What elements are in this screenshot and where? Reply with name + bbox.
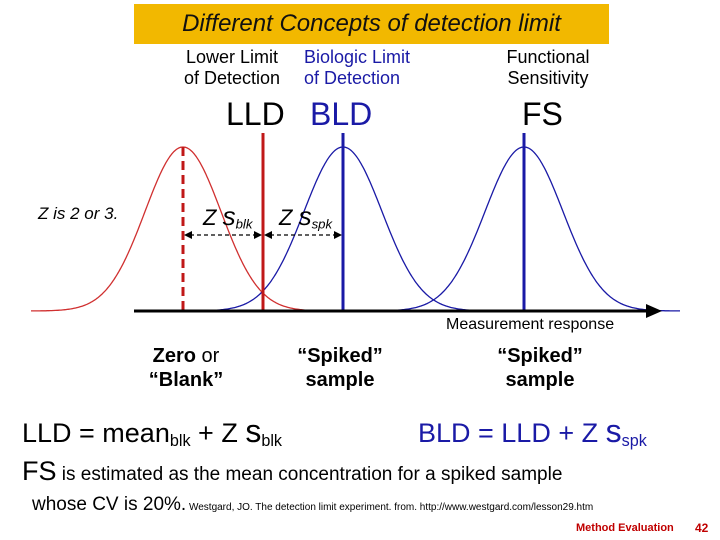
fs-header-line1: Functional [506,47,590,67]
bld-abbrev: BLD [310,96,373,132]
fs-cv-text: whose CV is 20%. [32,494,187,515]
fs-explanation-rest: is estimated as the mean concentration f… [56,464,563,485]
lld-header-line1: Lower Limit [185,47,279,67]
fs-explanation-fs: FS [22,456,57,486]
spiked-2-line2: sample [505,369,575,391]
fs-header-line2: Sensitivity [507,68,589,88]
zero-blank-label: Zero or “Blank” [136,344,236,392]
bld-formula-s-sub: spk [621,432,647,451]
z-sblk-z: Z [203,205,217,230]
lld-formula-a: LLD = mean [22,418,170,448]
bld-formula: BLD = LLD + Z sspk [418,413,647,451]
spiked-2-line1: “Spiked” [497,345,583,367]
bld-formula-a: BLD = LLD + Z [418,418,606,448]
fs-header: Functional Sensitivity [486,47,610,89]
z-sblk-arrowhead-left [184,231,192,239]
bld-header-line1: Biologic Limit [304,47,411,67]
footer-section: Method Evaluation [576,522,674,534]
z-sspk-s: s [298,201,312,231]
lld-formula: LLD = meanblk + Z sblk [22,413,282,451]
spiked-1-line1: “Spiked” [297,345,383,367]
or-word: or [196,345,220,367]
bld-formula-s: s [605,413,622,449]
z-sblk-label: Z sblk [203,201,252,232]
fs-explanation-line2: whose CV is 20%. Westgard, JO. The detec… [32,494,593,516]
zero-word: Zero [152,345,196,367]
page-number: 42 [695,521,709,535]
z-sblk-sub: blk [235,216,253,232]
lld-header-line2: of Detection [183,68,281,88]
bld-header-line2: of Detection [304,68,401,88]
fs-explanation: FS is estimated as the mean concentratio… [22,456,562,487]
lld-formula-s-sub: blk [261,432,283,451]
z-sspk-sub: spk [311,216,333,232]
blank-word: “Blank” [148,369,224,391]
z-note: Z is 2 or 3. [38,204,119,223]
spiked-sample-label-1: “Spiked” sample [284,344,396,392]
lld-formula-a-sub: blk [169,432,191,451]
spiked-1-line2: sample [305,369,375,391]
lld-formula-b: + Z [190,418,246,448]
spiked-sample-label-2: “Spiked” sample [484,344,596,392]
citation: Westgard, JO. The detection limit experi… [186,502,594,513]
z-sblk-s: s [222,201,236,231]
z-sspk-arrowhead-right [334,231,342,239]
lld-abbrev: LLD [226,96,285,132]
z-sspk-z: Z [279,205,293,230]
z-sspk-label: Z sspk [279,201,332,232]
axis-label: Measurement response [446,316,615,333]
z-sspk-arrowhead-left [264,231,272,239]
axis-arrowhead [646,304,662,318]
page-title: Different Concepts of detection limit [134,4,609,44]
bld-header: Biologic Limit of Detection [304,47,436,89]
z-sblk-arrowhead-right [254,231,262,239]
lld-formula-s: s [245,413,262,449]
fs-abbrev: FS [522,96,563,132]
lld-header: Lower Limit of Detection [170,47,294,89]
